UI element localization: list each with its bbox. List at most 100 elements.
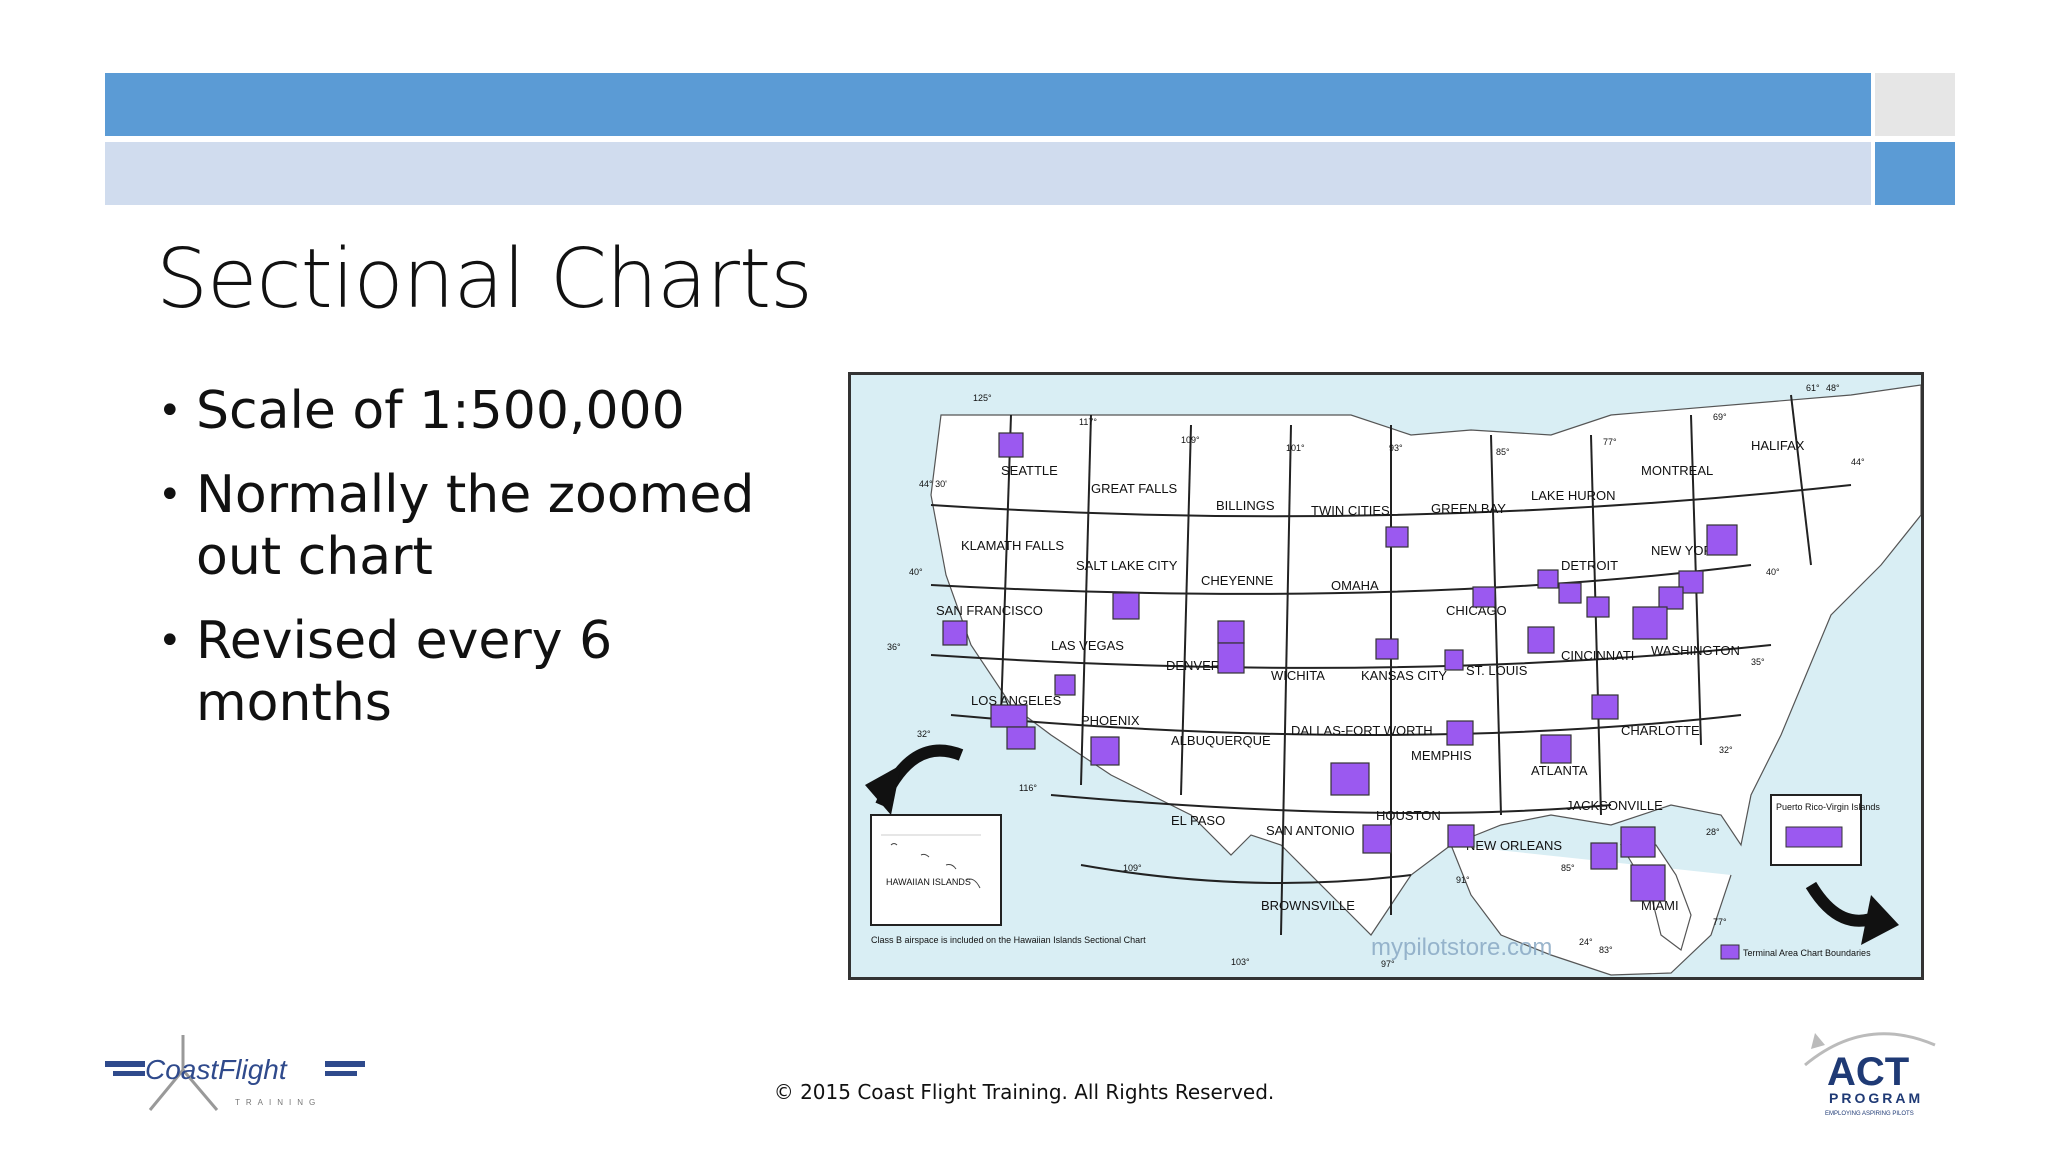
label-seattle: SEATTLE (1001, 463, 1058, 478)
degree-label: 28° (1706, 827, 1720, 837)
hawaii-inset (870, 814, 1002, 926)
pr-inset-label: Puerto Rico-Virgin Islands (1776, 802, 1880, 812)
map-svg: SEATTLE GREAT FALLS BILLINGS TWIN CITIES… (865, 383, 1921, 976)
class-b-note: Class B airspace is included on the Hawa… (871, 935, 1146, 945)
degree-label: 35° (1751, 657, 1765, 667)
degree-label: 93° (1389, 443, 1403, 453)
terminal-box (1537, 569, 1559, 589)
degree-label: 69° (1713, 412, 1727, 422)
label-omaha: OMAHA (1331, 578, 1379, 593)
sectional-chart-map: SEATTLE GREAT FALLS BILLINGS TWIN CITIES… (848, 372, 1924, 980)
terminal-box (1090, 736, 1120, 766)
terminal-box (1217, 620, 1245, 644)
degree-label: 61° (1806, 383, 1820, 393)
degree-label: 36° (887, 642, 901, 652)
header-bar-secondary-end (1875, 142, 1955, 205)
terminal-box (1054, 674, 1076, 696)
terminal-box (1385, 526, 1409, 548)
label-great-falls: GREAT FALLS (1091, 481, 1178, 496)
arrow-head-right-icon (1861, 895, 1899, 945)
label-los-angeles: LOS ANGELES (971, 693, 1062, 708)
label-san-francisco: SAN FRANCISCO (936, 603, 1043, 618)
terminal-box (1527, 626, 1555, 654)
label-twin-cities: TWIN CITIES (1311, 503, 1390, 518)
pr-terminal-box (1785, 826, 1843, 848)
header-bar-secondary (105, 142, 1871, 205)
terminal-box (1558, 582, 1582, 604)
terminal-area-boxes (942, 432, 1738, 902)
degree-label: 117° (1079, 417, 1097, 427)
bullet-item: • Scale of 1:500,000 (158, 381, 685, 441)
degree-label: 48° (1826, 383, 1840, 393)
degree-label: 44° (1851, 457, 1865, 467)
label-kansas-city: KANSAS CITY (1361, 668, 1447, 683)
bullet-text: Normally the zoomed out chart (196, 465, 755, 587)
label-charlotte: CHARLOTTE (1621, 723, 1700, 738)
act-program-logo: ACT PROGRAM EMPLOYING ASPIRING PILOTS (1804, 1032, 1936, 1117)
copyright-footer: © 2015 Coast Flight Training. All Rights… (773, 1080, 1275, 1104)
act-logo-text: ACT (1827, 1050, 1909, 1094)
label-miami: MIAMI (1641, 898, 1679, 913)
arrow-head-left-icon (865, 765, 901, 815)
terminal-box (1590, 842, 1618, 870)
label-washington: WASHINGTON (1651, 643, 1740, 658)
degree-label: 85° (1561, 863, 1575, 873)
terminal-box (1591, 694, 1619, 720)
label-detroit: DETROIT (1561, 558, 1618, 573)
coastflight-logo-subtext: TRAINING (235, 1098, 321, 1107)
label-green-bay: GREEN BAY (1431, 501, 1506, 516)
label-phoenix: PHOENIX (1081, 713, 1140, 728)
terminal-box (1658, 586, 1684, 610)
label-jacksonville: JACKSONVILLE (1566, 798, 1663, 813)
slide-title: Sectional Charts (156, 232, 813, 327)
label-dallas-fort-worth: DALLAS-FORT WORTH (1291, 723, 1433, 738)
terminal-box (1472, 586, 1496, 608)
label-san-antonio: SAN ANTONIO (1266, 823, 1355, 838)
degree-label: 77° (1603, 437, 1617, 447)
bullet-item: • Normally the zoomed out chart (158, 465, 755, 587)
label-las-vegas: LAS VEGAS (1051, 638, 1124, 653)
degree-label: 32° (1719, 745, 1733, 755)
label-st-louis: ST. LOUIS (1466, 663, 1528, 678)
degree-label: 91° (1456, 875, 1470, 885)
terminal-box (1706, 524, 1738, 556)
degree-label: 83° (1599, 945, 1613, 955)
degree-label: 101° (1286, 443, 1305, 453)
hawaii-islands (890, 843, 981, 889)
degree-label: 109° (1123, 863, 1142, 873)
label-new-orleans: NEW ORLEANS (1466, 838, 1562, 853)
degree-label: 109° (1181, 435, 1200, 445)
header-bar-primary (105, 73, 1871, 136)
label-wichita: WICHITA (1271, 668, 1325, 683)
act-logo-tagline: EMPLOYING ASPIRING PILOTS (1825, 1111, 1914, 1117)
terminal-box (1330, 762, 1370, 796)
terminal-box (1006, 726, 1036, 750)
legend-swatch (1720, 944, 1740, 960)
terminal-box (1362, 824, 1392, 854)
terminal-box (1586, 596, 1610, 618)
label-cincinnati: CINCINNATI (1561, 648, 1634, 663)
degree-label: 97° (1381, 959, 1395, 969)
degree-label: 44° 30' (919, 479, 947, 489)
bullet-text: Revised every 6 months (196, 611, 613, 733)
label-brownsville: BROWNSVILLE (1261, 898, 1355, 913)
sectional-labels: SEATTLE GREAT FALLS BILLINGS TWIN CITIES… (936, 438, 1805, 913)
terminal-box (1678, 570, 1704, 594)
hawaii-inset-label: HAWAIIAN ISLANDS (886, 877, 971, 887)
bullet-item: • Revised every 6 months (158, 611, 613, 733)
degree-label: 116° (1019, 783, 1037, 793)
degree-label: 125° (973, 393, 992, 403)
terminal-box (1375, 638, 1399, 660)
bullet-text: Scale of 1:500,000 (196, 381, 685, 441)
label-billings: BILLINGS (1216, 498, 1275, 513)
degree-label: 24° (1579, 937, 1593, 947)
sectional-grid (930, 394, 1852, 936)
degree-label: 103° (1231, 957, 1250, 967)
terminal-box (1447, 824, 1475, 848)
terminal-box (1112, 592, 1140, 620)
label-el-paso: EL PASO (1171, 813, 1225, 828)
terminal-box (998, 432, 1024, 458)
header-bar-primary-end (1875, 73, 1955, 136)
label-memphis: MEMPHIS (1411, 748, 1472, 763)
degree-label: 77° (1713, 917, 1727, 927)
